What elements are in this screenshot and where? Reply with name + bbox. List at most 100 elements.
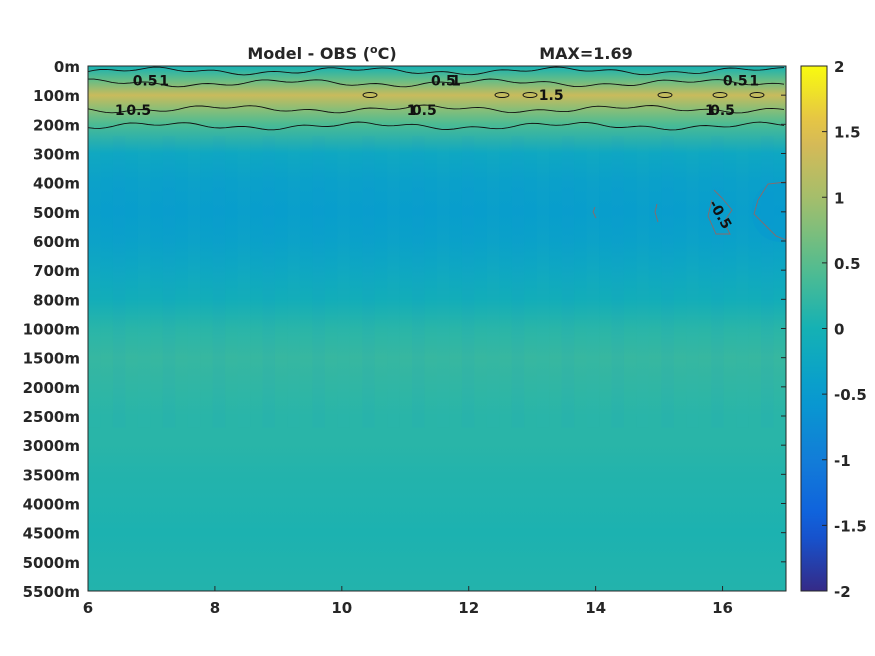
y-tick-label: 4000m xyxy=(23,496,80,514)
x-tick-label: 10 xyxy=(331,599,352,617)
plot-area xyxy=(88,66,786,591)
texture-band xyxy=(362,136,375,428)
texture-band xyxy=(312,136,325,428)
contour-label: 1 xyxy=(451,74,461,90)
y-tick-labels: 0m 100m 200m 300m 400m 500m 600m 700m 800m 1000m 1… xyxy=(23,58,786,601)
y-tick-label: 100m xyxy=(33,87,80,105)
y-tick-label: 500m xyxy=(33,204,80,222)
texture-band xyxy=(262,136,275,428)
max-label: MAX=1.69 xyxy=(539,44,633,63)
contour-blob xyxy=(494,92,510,98)
contour-line-negative xyxy=(654,203,659,223)
colorbar-tick-label: 1.5 xyxy=(834,124,861,142)
colorbar-tick-label: -1 xyxy=(834,452,851,470)
contour-label: 1.5 xyxy=(539,88,564,104)
x-tick-labels: 6 8 10 12 14 16 xyxy=(83,586,733,617)
texture-band xyxy=(486,136,500,428)
cool-patch xyxy=(751,181,786,242)
y-tick-label: 1000m xyxy=(23,321,80,339)
texture-band xyxy=(511,136,525,428)
texture-band xyxy=(437,136,450,428)
y-tick-label: 4500m xyxy=(23,525,80,543)
y-tick-label: 5500m xyxy=(23,583,80,601)
texture-band xyxy=(586,136,600,428)
contour-label: 1 xyxy=(115,103,125,119)
contour-label: 1 xyxy=(705,103,715,119)
x-tick-label: 8 xyxy=(210,599,220,617)
texture-band xyxy=(162,136,176,428)
texture-band xyxy=(711,136,724,428)
colorbar-tick-label: -2 xyxy=(834,583,851,601)
contour-line-negative xyxy=(753,181,786,241)
contour-blob xyxy=(712,92,728,98)
x-tick-label: 12 xyxy=(458,599,479,617)
contour-label: 0.5 xyxy=(412,103,437,119)
contour-label: 0.5 xyxy=(431,74,456,90)
contour-line xyxy=(88,78,785,88)
y-tick-label: 800m xyxy=(33,291,80,309)
x-tick-label: 6 xyxy=(83,599,93,617)
colorbar-tick-label: 0 xyxy=(834,321,844,339)
texture-band xyxy=(88,136,101,428)
y-tick-label: 400m xyxy=(33,175,80,193)
contour-blob xyxy=(749,92,765,98)
colorbar-ticks: 2 1.5 1 0.5 0 -0.5 -1 -1.5 -2 xyxy=(822,58,867,601)
texture-band xyxy=(761,136,774,428)
texture-band xyxy=(461,136,475,428)
contour-label: 1 xyxy=(159,74,169,90)
contour-line xyxy=(88,121,785,131)
contour-label: 1 xyxy=(407,103,417,119)
y-tick-label: 3000m xyxy=(23,437,80,455)
texture-band xyxy=(561,136,575,428)
chart-title: Model - OBS (oC) xyxy=(247,43,396,63)
x-tick-label: 14 xyxy=(585,599,606,617)
texture-band xyxy=(412,136,425,428)
colorbar-tick-label: -1.5 xyxy=(834,517,867,535)
colorbar-tick-label: -0.5 xyxy=(834,386,867,404)
contour-line-negative xyxy=(592,206,597,219)
y-tick-label: 2000m xyxy=(23,379,80,397)
texture-band xyxy=(536,136,550,428)
contour-label: 1 xyxy=(749,74,759,90)
texture-band xyxy=(187,136,201,428)
texture-band xyxy=(636,136,649,428)
contour-label: 0.5 xyxy=(133,74,158,90)
colorbar-tick-label: 1 xyxy=(834,189,844,207)
contour-line xyxy=(88,66,785,76)
texture-band xyxy=(387,136,400,428)
y-tick-label: 200m xyxy=(33,116,80,134)
y-tick-label: 600m xyxy=(33,233,80,251)
contour-line xyxy=(88,104,785,114)
contour-blob xyxy=(362,92,378,98)
texture-band xyxy=(237,136,251,428)
texture-band xyxy=(212,136,226,428)
contour-line-negative xyxy=(707,189,733,235)
y-tick-label: 0m xyxy=(54,58,80,76)
y-tick-label: 1500m xyxy=(23,350,80,368)
y-tick-label: 3500m xyxy=(23,466,80,484)
x-tick-label: 16 xyxy=(712,599,733,617)
colorbar xyxy=(800,65,828,592)
colorbar-tick-label: 0.5 xyxy=(834,255,861,273)
contour-label: 0.5 xyxy=(723,74,748,90)
contour-blob xyxy=(522,92,538,98)
texture-band xyxy=(337,136,350,428)
texture-band xyxy=(112,136,126,428)
y-tick-label: 300m xyxy=(33,146,80,164)
texture-band xyxy=(736,136,749,428)
y-tick-label: 700m xyxy=(33,262,80,280)
contour-label: 0.5 xyxy=(126,103,151,119)
contour-lines xyxy=(88,66,786,241)
colorbar-tick-label: 2 xyxy=(834,58,844,76)
y-tick-label: 2500m xyxy=(23,408,80,426)
texture-band xyxy=(137,136,151,428)
heatmap-variation xyxy=(88,136,786,428)
texture-band xyxy=(287,136,300,428)
texture-band xyxy=(661,136,674,428)
heatmap-field xyxy=(88,66,786,591)
contour-label: 0.5 xyxy=(710,103,735,119)
texture-band xyxy=(686,136,699,428)
y-tick-label: 5000m xyxy=(23,554,80,572)
texture-band xyxy=(611,136,624,428)
